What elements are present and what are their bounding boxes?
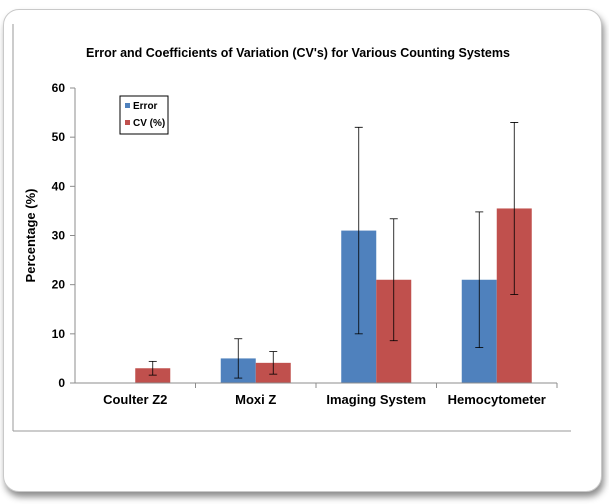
legend-swatch [125,103,130,108]
error-bar [510,122,519,295]
y-tick-label: 0 [58,376,65,390]
y-tick-label: 40 [52,179,66,193]
y-axis-label: Percentage (%) [23,189,38,283]
error-bar [269,351,278,375]
x-category-label: Hemocytometer [448,392,546,407]
y-tick-label: 30 [52,229,66,243]
x-axis-categories: Coulter Z2 Moxi Z Imaging System Hemocytome… [103,383,558,407]
y-tick-label: 60 [52,81,66,95]
x-category-label: Imaging System [326,392,426,407]
error-bar [148,360,157,376]
x-category-label: Coulter Z2 [103,392,167,407]
error-bars-group [148,122,519,379]
error-bar [475,211,484,349]
legend-label: CV (%) [133,118,165,129]
chart-card: Error and Coefficients of Variation (CV'… [3,9,602,492]
legend-label: Error [133,101,158,112]
chart-title: Error and Coefficients of Variation (CV'… [86,46,510,60]
bars-group [135,208,532,383]
error-bar [354,126,363,335]
y-tick-label: 50 [52,130,66,144]
y-tick-label: 20 [52,278,66,292]
x-category-label: Moxi Z [235,392,276,407]
legend-swatch [125,120,130,125]
legend: Error CV (%) [119,95,169,135]
error-bar [234,338,243,379]
y-axis-ticks: 0 10 20 30 40 50 60 [52,81,75,390]
legend-box [119,95,169,135]
y-tick-label: 10 [52,327,66,341]
chart-svg: Error and Coefficients of Variation (CV'… [12,24,571,432]
error-bar [389,218,398,342]
bar-cv-coulter-z2 [135,368,171,383]
